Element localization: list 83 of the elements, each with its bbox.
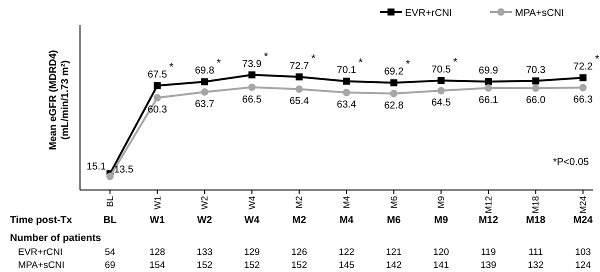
point bbox=[390, 90, 398, 98]
data-label: 63.7 bbox=[194, 98, 215, 110]
data-label: 69.9 bbox=[478, 66, 499, 77]
data-label: 72.2 bbox=[573, 62, 594, 73]
category-label: BL bbox=[103, 215, 117, 226]
data-label: 70.3 bbox=[526, 64, 546, 76]
data-label: 62.8 bbox=[384, 100, 404, 112]
point bbox=[532, 84, 540, 92]
point bbox=[201, 78, 208, 86]
text: Time post-Tx bbox=[10, 215, 72, 226]
category-label: W4 bbox=[244, 215, 260, 226]
data-label: 13.5 bbox=[114, 164, 134, 176]
category-label: W1 bbox=[150, 215, 165, 226]
data-label: 66.1 bbox=[478, 94, 499, 106]
data-label: 67.5 bbox=[148, 70, 168, 81]
point bbox=[438, 77, 445, 84]
data-label: 64.5 bbox=[431, 98, 452, 109]
category-label: M2 bbox=[292, 215, 306, 226]
legend-label: EVR+rCNI bbox=[405, 8, 452, 19]
x-tick-label: M24 bbox=[578, 196, 588, 214]
data-label: 63.4 bbox=[336, 100, 357, 110]
text: 54 128 133 129 126 122 121 120 119 111 103 bbox=[104, 247, 591, 258]
x-tick-label: W4 bbox=[246, 196, 257, 210]
x-tick-label: M12 bbox=[483, 196, 494, 214]
annotation: *P<0.05 bbox=[553, 157, 590, 168]
point bbox=[580, 74, 586, 82]
point bbox=[248, 71, 256, 78]
point bbox=[342, 88, 350, 96]
y-axis-title: Mean eGFR (MDRD4) (mL/min/1.73 m²) bbox=[48, 50, 71, 150]
annotation: * bbox=[358, 57, 364, 70]
x-tick-label: W2 bbox=[200, 196, 210, 210]
x-tick-label: M18 bbox=[530, 196, 541, 214]
category-label: M12 bbox=[478, 215, 498, 226]
data-label: 66.5 bbox=[242, 94, 262, 106]
x-tick-label: M4 bbox=[342, 196, 352, 209]
data-label: 70.1 bbox=[336, 65, 357, 76]
point bbox=[484, 78, 492, 86]
x-tick-label: M6 bbox=[388, 196, 399, 209]
category-label: M24 bbox=[573, 215, 593, 226]
point bbox=[154, 94, 161, 102]
point bbox=[437, 86, 445, 94]
x-tick-label: W1 bbox=[152, 196, 162, 210]
text: MPA+sCNI bbox=[18, 260, 65, 271]
data-label: 70.5 bbox=[431, 64, 452, 76]
x-tick-label: M2 bbox=[294, 196, 304, 209]
category-label: M9 bbox=[434, 215, 448, 226]
text: EVR+rCNI bbox=[18, 247, 63, 258]
point bbox=[579, 84, 587, 92]
point bbox=[106, 172, 114, 180]
point bbox=[248, 84, 256, 91]
point bbox=[390, 79, 398, 86]
category-label: M18 bbox=[526, 215, 546, 226]
category-label: W2 bbox=[197, 215, 212, 226]
annotation: * bbox=[169, 62, 174, 74]
data-label: 60.3 bbox=[148, 104, 168, 116]
annotation: * bbox=[311, 52, 316, 65]
data-label: 66.0 bbox=[526, 95, 546, 106]
annotation: * bbox=[406, 58, 411, 71]
data-label: 69.8 bbox=[194, 66, 215, 77]
annotation: * bbox=[216, 58, 222, 70]
point bbox=[200, 88, 208, 96]
x-tick-label: BL bbox=[105, 196, 115, 208]
text: 69 154 152 152 152 145 142 141 139 132 124 bbox=[104, 260, 591, 271]
annotation: * bbox=[264, 50, 269, 63]
data-label: 72.7 bbox=[289, 60, 310, 72]
point bbox=[154, 82, 161, 90]
data-label: 65.4 bbox=[289, 96, 310, 108]
point bbox=[343, 78, 350, 85]
annotation: * bbox=[453, 56, 458, 69]
data-label: 69.2 bbox=[384, 66, 404, 78]
data-label: 73.9 bbox=[242, 58, 262, 70]
point bbox=[484, 84, 492, 92]
category-label: M6 bbox=[386, 215, 401, 226]
data-label: 66.3 bbox=[573, 94, 594, 106]
x-tick-label: M9 bbox=[436, 196, 446, 209]
annotation: * bbox=[595, 54, 600, 66]
data-label: 15.1 bbox=[86, 162, 106, 173]
point bbox=[296, 73, 303, 80]
point bbox=[532, 77, 540, 84]
point bbox=[296, 85, 303, 93]
category-label: M4 bbox=[340, 215, 354, 226]
legend-label: MPA+sCNI bbox=[515, 8, 564, 19]
text: Number of patients bbox=[10, 233, 102, 244]
